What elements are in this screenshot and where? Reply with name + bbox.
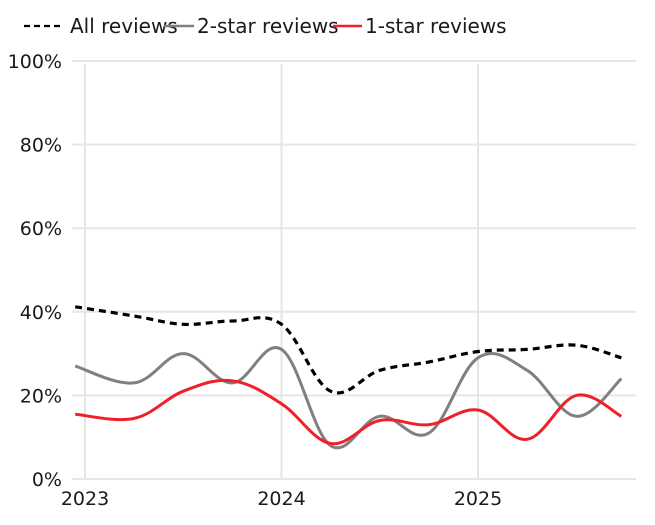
y-axis-ticks: 0% 20% 40% 60% 80% 100% [8, 51, 62, 491]
series-lines [74, 305, 623, 450]
legend-item-all-reviews: All reviews [24, 14, 178, 38]
x-tick-label: 2024 [257, 488, 305, 510]
legend: All reviews 2-star reviews 1-star review… [24, 14, 507, 38]
legend-item-1-star-reviews: 1-star reviews [333, 14, 507, 38]
y-tick-label: 100% [8, 51, 62, 73]
y-tick-label: 20% [20, 385, 62, 407]
series-line-1-star-reviews [75, 378, 623, 446]
x-tick-label: 2025 [454, 488, 502, 510]
series-line-all-reviews [74, 305, 622, 395]
legend-label: 2-star reviews [197, 14, 339, 38]
y-tick-label: 80% [20, 135, 62, 157]
legend-label: All reviews [70, 14, 178, 38]
legend-item-2-star-reviews: 2-star reviews [164, 14, 339, 38]
y-tick-label: 40% [20, 302, 62, 324]
y-tick-label: 0% [32, 469, 62, 491]
x-axis-ticks: 2023 2024 2025 [61, 488, 502, 510]
x-tick-label: 2023 [61, 488, 109, 510]
y-tick-label: 60% [20, 218, 62, 240]
legend-label: 1-star reviews [365, 14, 507, 38]
series-line-2-star-reviews [74, 346, 623, 450]
gridlines [72, 60, 636, 480]
